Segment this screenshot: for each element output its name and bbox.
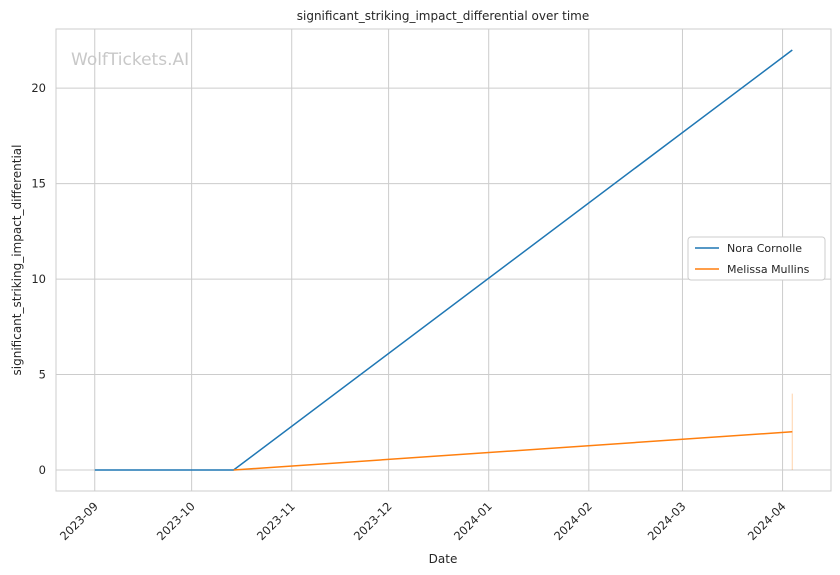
legend-label-1: Nora Cornolle xyxy=(727,242,802,255)
plot-frame xyxy=(55,28,832,492)
chart-title: significant_striking_impact_differential… xyxy=(297,9,589,23)
legend-box xyxy=(687,236,826,281)
y-tick-label: 15 xyxy=(31,177,46,191)
legend-label-2: Melissa Mullins xyxy=(727,263,810,276)
y-tick-label: 0 xyxy=(39,463,46,477)
x-tick-label: 2024-02 xyxy=(551,499,595,543)
x-tick-label: 2024-01 xyxy=(451,499,495,543)
series-lines xyxy=(94,49,793,471)
y-tick-labels: 0 5 10 15 20 xyxy=(31,81,46,477)
y-tick-label: 10 xyxy=(31,272,46,286)
x-axis-label: Date xyxy=(429,552,458,566)
x-tick-label: 2023-11 xyxy=(254,499,298,543)
x-tick-labels: 2023-09 2023-10 2023-11 2023-12 2024-01 2024-… xyxy=(57,499,789,543)
series-line-2 xyxy=(233,431,793,471)
x-tick-label: 2023-12 xyxy=(351,499,395,543)
y-tick-label: 5 xyxy=(39,368,46,382)
x-tick-label: 2023-09 xyxy=(57,499,101,543)
x-tick-label: 2024-03 xyxy=(645,499,689,543)
watermark: WolfTickets.AI xyxy=(71,50,189,70)
legend: Nora Cornolle Melissa Mullins xyxy=(687,236,826,281)
x-tick-label: 2024-04 xyxy=(745,499,789,543)
x-tick-label: 2023-10 xyxy=(154,499,198,543)
y-axis-label: significant_striking_impact_differential xyxy=(10,145,24,376)
y-tick-label: 20 xyxy=(31,81,46,95)
